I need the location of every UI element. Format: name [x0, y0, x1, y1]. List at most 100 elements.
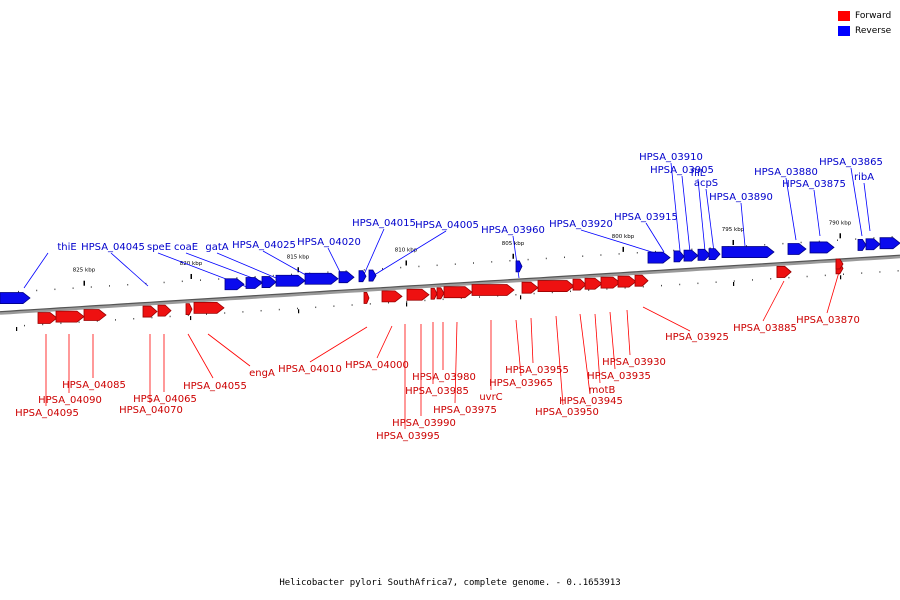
reverse-gene-arrow — [787, 243, 807, 255]
major-tick — [622, 246, 624, 252]
forward-gene-arrow — [436, 287, 445, 300]
minor-tick — [327, 271, 329, 273]
legend-item-forward: Forward — [838, 8, 891, 23]
lower-tick — [733, 281, 735, 286]
reverse-gene-arrow — [245, 277, 263, 289]
reverse-gene-arrow — [0, 292, 31, 304]
scale-label: 790 kbp — [829, 220, 852, 226]
reverse-gene-arrow — [224, 278, 245, 291]
forward-gene-label: uvrC — [479, 392, 502, 403]
forward-gene-label: HPSA_04000 — [345, 360, 409, 371]
forward-gene-label: HPSA_03925 — [665, 332, 729, 343]
forward-gene-arrow — [363, 292, 370, 304]
minor-tick — [18, 290, 19, 293]
minor-tick — [406, 300, 408, 303]
minor-tick — [260, 309, 262, 312]
lower-tick — [840, 275, 842, 280]
major-tick — [83, 280, 85, 286]
minor-tick — [855, 238, 857, 240]
major-tick — [405, 260, 407, 266]
minor-tick — [818, 240, 820, 243]
forward-gene-arrow — [537, 280, 575, 292]
minor-tick — [679, 283, 681, 286]
leader-line — [681, 175, 691, 253]
minor-tick — [473, 262, 474, 264]
minor-tick — [369, 303, 371, 305]
reverse-gene-arrow — [683, 249, 699, 262]
leader-line — [642, 306, 691, 332]
minor-tick — [691, 248, 693, 251]
minor-tick — [345, 270, 347, 272]
minor-tick — [861, 272, 863, 274]
reverse-gene-arrow — [368, 269, 377, 282]
forward-gene-label: HPSA_04095 — [15, 408, 79, 419]
gene-arrows — [0, 237, 900, 324]
forward-gene-arrow — [443, 286, 473, 299]
scale-label: 820 kbp — [180, 261, 203, 267]
reverse-gene-label: HPSA_03865 — [819, 157, 883, 168]
leader-line — [762, 280, 785, 322]
minor-tick — [200, 279, 201, 281]
forward-gene-arrow — [142, 305, 158, 318]
minor-tick — [218, 278, 220, 280]
minor-tick — [181, 280, 183, 283]
leader-line — [361, 228, 385, 280]
reverse-gene-arrow — [261, 276, 277, 288]
leader-line — [207, 333, 251, 367]
forward-gene-label: HPSA_04010 — [278, 364, 342, 375]
minor-tick — [424, 299, 426, 302]
minor-tick — [96, 320, 98, 322]
minor-tick — [254, 275, 256, 278]
forward-gene-label: HPSA_03990 — [392, 418, 456, 429]
legend-label-forward: Forward — [855, 10, 892, 21]
leader-line — [609, 311, 616, 370]
minor-tick — [388, 301, 389, 304]
forward-gene-label: HPSA_04065 — [133, 394, 197, 405]
reverse-gene-arrow — [304, 272, 339, 285]
minor-tick — [187, 314, 189, 317]
forward-gene-label: motB — [589, 385, 616, 396]
backbone-shadow — [0, 255, 900, 315]
forward-gene-arrow — [193, 301, 225, 314]
minor-tick — [42, 323, 44, 326]
reverse-gene-label: HPSA_03910 — [639, 152, 703, 163]
minor-tick — [515, 293, 517, 296]
forward-gene-label: HPSA_03930 — [602, 357, 666, 368]
reverse-gene-arrow — [358, 270, 367, 283]
forward-gene-arrow — [381, 290, 403, 303]
reverse-gene-label: HPSA_03880 — [754, 167, 818, 178]
minor-tick — [236, 277, 238, 279]
reverse-gene-arrow — [338, 271, 355, 284]
leader-line — [23, 252, 49, 289]
major-tick — [297, 267, 299, 273]
reverse-gene-label: HPSA_03875 — [782, 179, 846, 190]
forward-gene-label: HPSA_03945 — [559, 396, 623, 407]
reverse-gene-arrow — [865, 238, 881, 251]
leader-line — [530, 317, 534, 364]
forward-gene-label: HPSA_04070 — [119, 405, 183, 416]
leader-line — [705, 188, 715, 253]
leader-line — [555, 315, 564, 406]
minor-tick — [588, 289, 590, 291]
forward-gene-arrow — [83, 309, 107, 321]
forward-gene-label: HPSA_03950 — [535, 407, 599, 418]
minor-tick — [72, 287, 74, 289]
forward-gene-arrow — [185, 303, 193, 316]
reverse-gene-label: HPSA_04045 — [81, 242, 145, 253]
minor-tick — [127, 283, 129, 286]
minor-tick — [746, 245, 747, 247]
minor-tick — [491, 261, 493, 263]
forward-gene-arrow — [406, 288, 430, 301]
forward-gene-label: HPSA_03980 — [412, 372, 476, 383]
minor-tick — [843, 273, 844, 275]
minor-tick — [873, 237, 875, 239]
forward-gene-arrow — [37, 312, 58, 324]
major-tick — [732, 239, 734, 245]
minor-tick — [315, 306, 317, 309]
lower-tick — [406, 302, 408, 307]
minor-tick — [533, 292, 535, 295]
minor-tick — [78, 321, 80, 323]
reverse-gene-label: HPSA_03915 — [614, 212, 678, 223]
minor-tick — [206, 313, 207, 315]
minor-tick — [169, 315, 171, 318]
